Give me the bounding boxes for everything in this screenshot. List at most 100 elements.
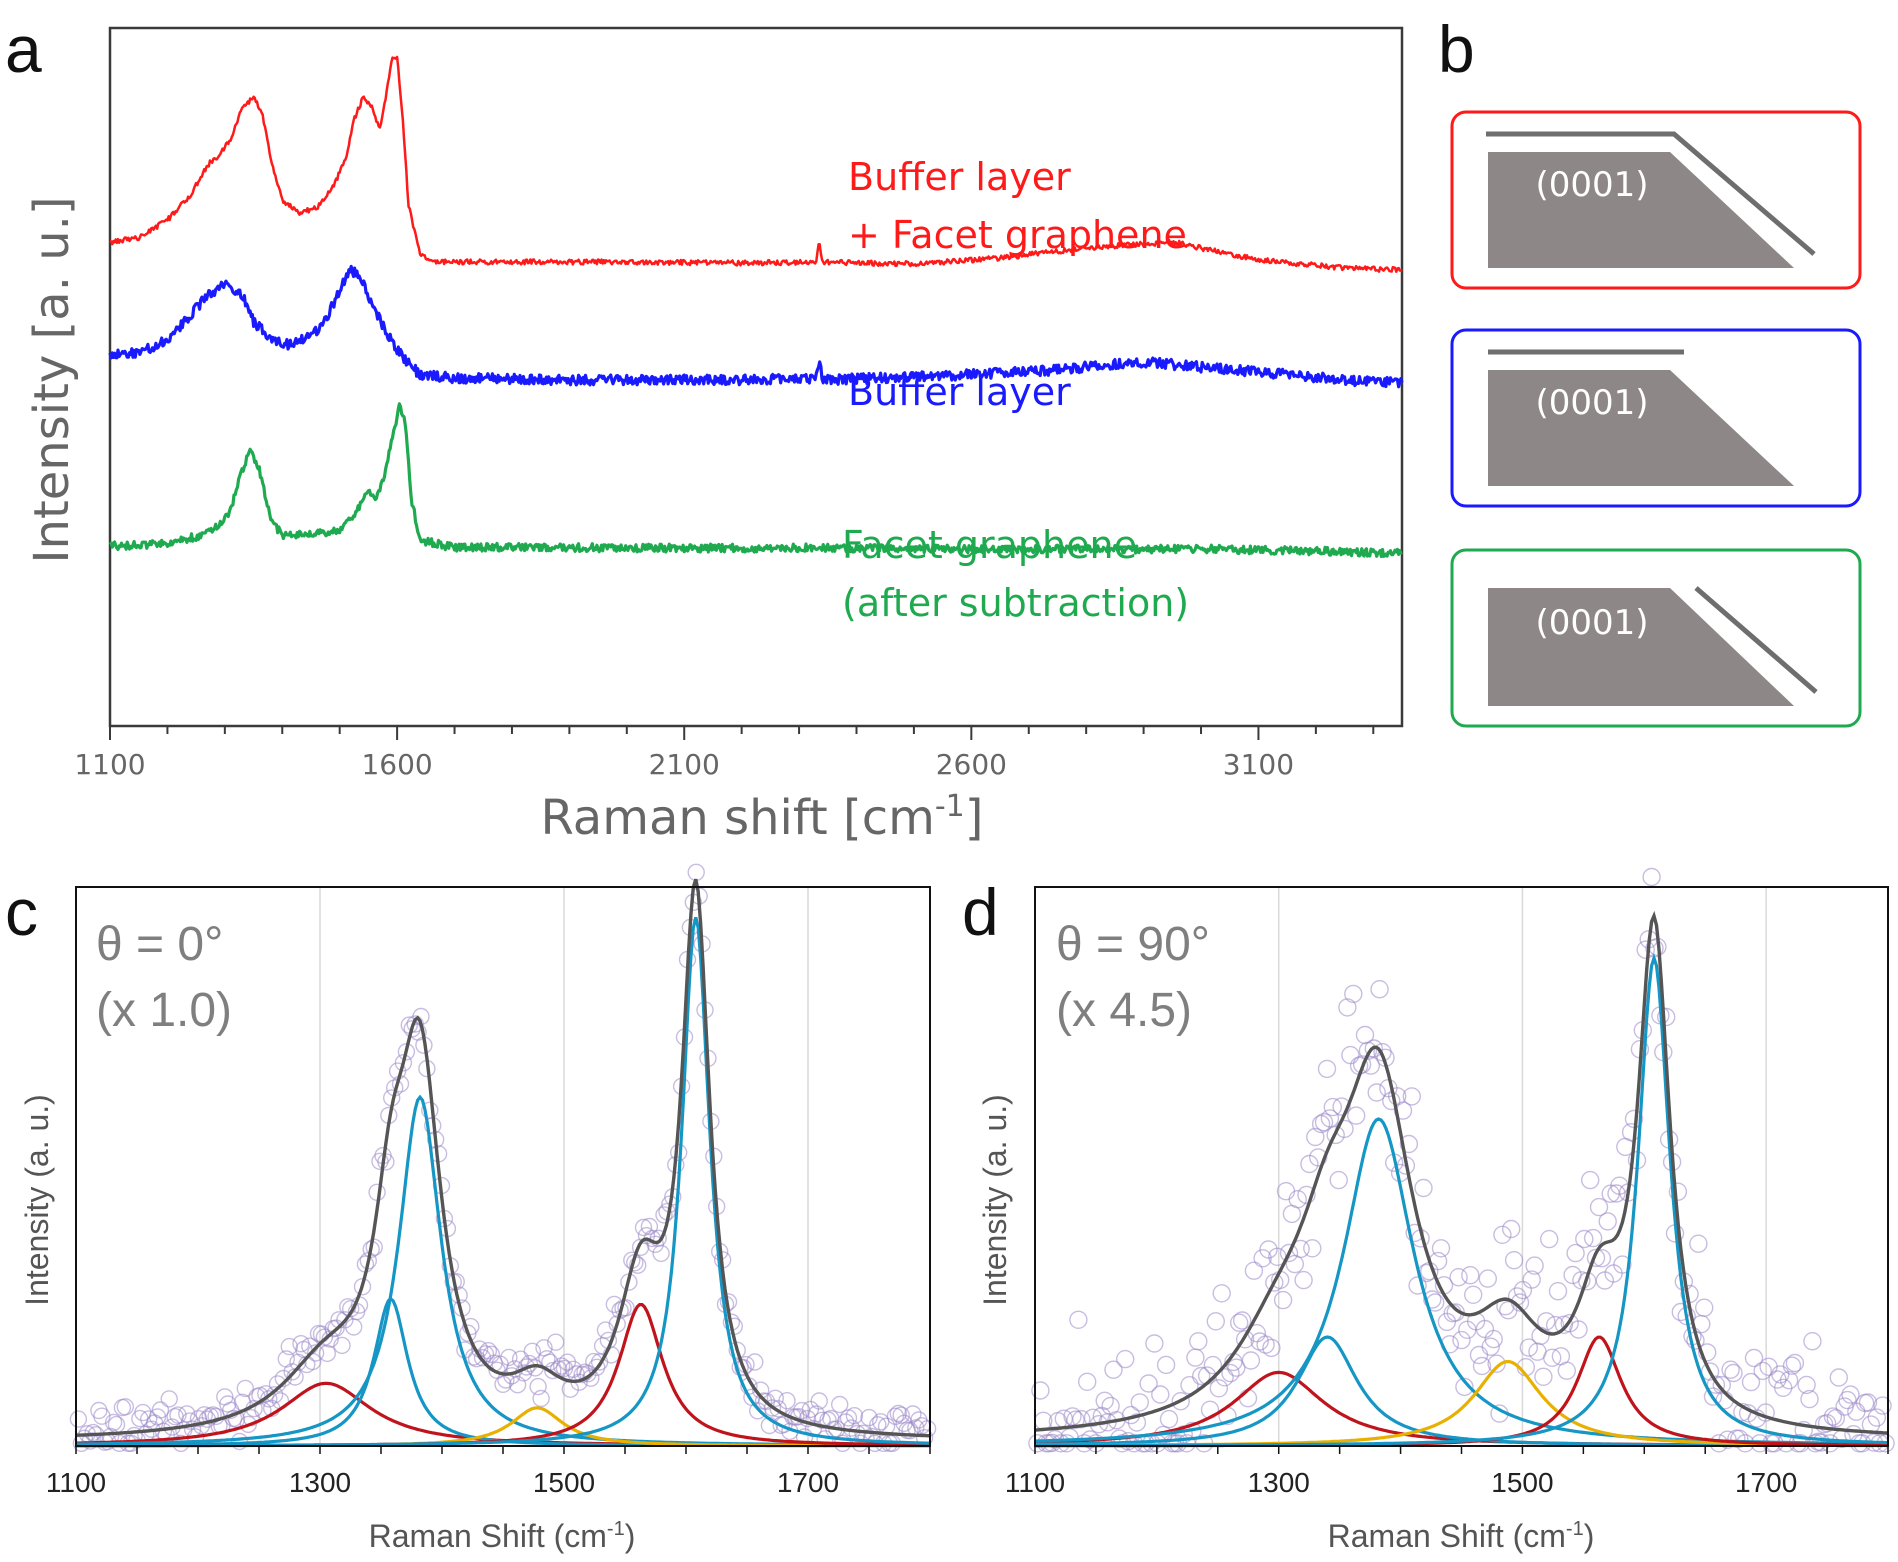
data-point [1297,1185,1316,1205]
data-point [1285,1254,1305,1274]
data-point [892,1406,910,1424]
trace-2 [108,402,1403,559]
data-point [1542,1348,1562,1368]
data-point [306,1344,325,1362]
trace-label-2-0: Facet graphene [842,523,1137,567]
x-axis-title-c-sup: -1 [607,1518,625,1540]
data-point [1338,998,1357,1017]
data-point [1229,1313,1249,1332]
data-point [151,1401,170,1419]
data-point [1744,1348,1764,1368]
data-point [1539,1229,1559,1249]
data-point [1697,1343,1717,1362]
trace-label-0-0: Buffer layer [848,155,1071,199]
data-point [1364,1039,1384,1058]
data-point [1235,1330,1255,1349]
data-point [394,1054,413,1072]
data-point [1317,1059,1337,1079]
data-point [1151,1385,1170,1404]
data-point [497,1371,515,1389]
data-point [544,1361,562,1380]
data-point [1823,1407,1843,1426]
data-point [579,1364,597,1383]
data-point [1186,1348,1205,1367]
data-point [1063,1407,1082,1426]
plot-frame-a [108,26,1404,728]
tick-label-2: 1500 [1491,1467,1553,1498]
trace-0 [109,55,1403,273]
panel-d: d 1100 1300 1500 1700 θ = 90° (x 4.5) Inten… [962,867,1895,1554]
data-point [1487,1354,1506,1373]
substrate-label: (0001) [1535,165,1648,205]
tick-label-1: 1600 [361,748,432,781]
data-point [1077,1372,1097,1392]
data-point [318,1344,336,1363]
data-point [1408,1276,1427,1295]
data-point [1449,1267,1468,1287]
data-point [1095,1391,1114,1411]
data-point [1215,1368,1234,1387]
scale-label-c: (x 1.0) [96,984,232,1037]
data-point [1478,1269,1498,1288]
data-point [1583,1228,1603,1248]
tick-label-1: 1300 [289,1467,351,1498]
data-point [1139,1374,1158,1393]
data-point [1244,1261,1264,1280]
data-point [904,1405,922,1423]
data-point [93,1407,111,1425]
x-axis-title-a-tail: ] [965,790,984,846]
y-axis-title-c: Intensity (a. u.) [19,1094,55,1306]
data-point [1180,1375,1199,1395]
data-point [746,1353,764,1371]
data-point [104,1413,123,1432]
data-point [178,1405,196,1423]
plot-d: 1100 1300 1500 1700 [1005,867,1895,1498]
data-point [1867,1408,1887,1427]
data-point [1656,1007,1676,1027]
plot-c: 1100 1300 1500 1700 [46,863,937,1498]
data-point [1314,1112,1334,1132]
data-point [1694,1298,1714,1317]
data-point [1145,1334,1164,1353]
x-axis-title-c-tail: ) [625,1518,636,1554]
data-point [1706,1375,1726,1394]
data-point [1203,1355,1223,1375]
data-point [763,1399,782,1417]
data-point [1826,1408,1846,1428]
trace-1 [108,264,1404,389]
schematic-group-b: (0001) (0001) (0001) [1450,110,1862,728]
tick-label-2: 1500 [533,1467,595,1498]
panel-letter-a: a [5,12,42,86]
data-point [813,1411,831,1430]
data-point [652,1244,670,1263]
data-point [532,1389,550,1408]
data-point [500,1348,518,1367]
data-point [1127,1413,1147,1432]
data-point [1431,1239,1451,1258]
data-point [1238,1388,1258,1408]
data-point [1232,1311,1252,1330]
y-axis-title-a: Intensity [a. u.] [24,196,80,563]
data-point [1771,1365,1790,1384]
data-point [1311,1114,1331,1134]
scale-label-d: (x 4.5) [1056,984,1192,1037]
data-point [728,1341,746,1360]
data-point [1399,1134,1419,1154]
data-point [1759,1357,1778,1377]
tick-label-2: 2100 [649,748,720,781]
data-point [204,1406,222,1424]
x-axis-title-a-main: Raman shift [cm [541,790,935,846]
data-point [1712,1375,1732,1395]
x-axis-title-d: Raman Shift (cm-1) [1328,1518,1595,1554]
data-point [1724,1363,1743,1383]
data-point [1370,980,1389,999]
data-point [1069,1310,1088,1330]
tick-label-3: 2600 [936,748,1007,781]
data-point [1721,1360,1740,1379]
data-point [1332,1097,1351,1116]
data-point [1393,1101,1413,1120]
trace-label-2-1: (after subtraction) [842,581,1189,625]
data-point [1323,1097,1343,1117]
data-point [1171,1391,1190,1411]
